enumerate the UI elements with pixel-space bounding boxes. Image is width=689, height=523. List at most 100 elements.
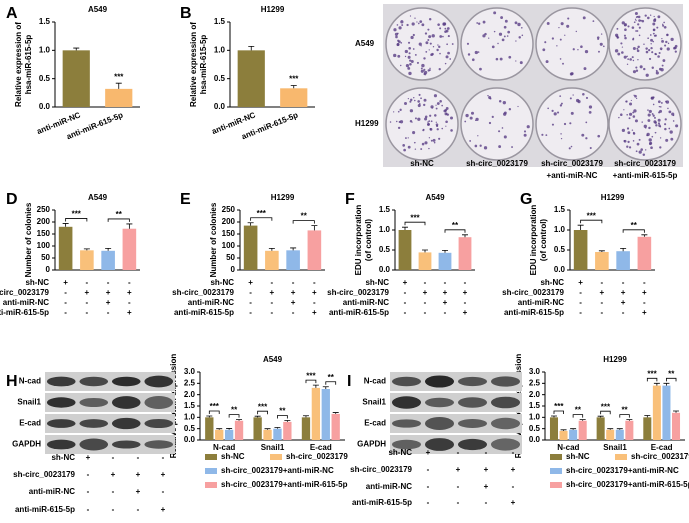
colony: [506, 35, 509, 37]
plate: [460, 7, 534, 81]
colony: [551, 109, 554, 113]
colony: [409, 62, 412, 66]
colony: [410, 98, 413, 102]
condition-mark: +: [484, 482, 489, 491]
condition-mark: +: [312, 308, 317, 317]
error-bar: [663, 382, 670, 386]
condition-mark: -: [512, 448, 515, 457]
colony: [477, 51, 480, 53]
y-tick-label: 2.0: [184, 390, 196, 399]
colony: [661, 39, 664, 43]
colony: [439, 35, 443, 38]
colony: [585, 137, 588, 140]
error-bar: [673, 410, 680, 413]
error-bar: [577, 224, 584, 230]
error-bar: [268, 248, 275, 251]
condition-mark: -: [128, 298, 131, 307]
condition-mark: -: [249, 298, 252, 307]
bar: [578, 420, 587, 440]
error-bar: [653, 382, 660, 386]
colony: [518, 36, 521, 39]
error-bar: [126, 223, 133, 229]
column-label: sh-NC: [410, 159, 434, 168]
colony: [544, 41, 547, 44]
blot-band: [490, 376, 521, 387]
colony: [650, 43, 652, 45]
colony: [660, 102, 663, 104]
colony: [501, 38, 505, 42]
error-bar: [115, 82, 122, 89]
condition-mark: -: [601, 278, 604, 287]
colony: [645, 127, 647, 129]
colony: [501, 127, 504, 129]
legend-swatch: [550, 482, 562, 488]
colony: [638, 138, 641, 141]
blot-band: [144, 396, 174, 409]
y-axis-label: Number of colonies: [209, 202, 218, 277]
condition-label: anti-miR-615-5p: [15, 505, 75, 514]
colony: [643, 124, 647, 129]
colony: [439, 100, 442, 103]
colony: [646, 132, 650, 137]
colony: [632, 38, 635, 41]
condition-mark: +: [426, 448, 431, 457]
significance-bracket: [404, 221, 426, 226]
bar: [273, 428, 282, 440]
colony: [556, 111, 560, 114]
colony: [645, 50, 649, 54]
colony: [662, 59, 666, 62]
colony: [658, 106, 661, 108]
colony: [585, 96, 589, 100]
significance-bracket: [622, 229, 645, 233]
colony: [397, 126, 401, 130]
colony: [523, 130, 527, 133]
colony: [428, 18, 432, 21]
column-label: sh-circ_0023179: [541, 159, 603, 168]
colony: [566, 24, 570, 28]
colony: [647, 16, 650, 20]
error-bar: [73, 47, 80, 51]
colony: [568, 147, 571, 150]
colony: [657, 15, 661, 19]
colony: [433, 94, 438, 98]
condition-mark: -: [162, 453, 165, 462]
y-tick-label: 0.0: [214, 102, 226, 111]
blot-strip: [390, 372, 522, 391]
error-bar: [550, 415, 557, 418]
colony: [588, 110, 592, 114]
condition-mark: +: [463, 308, 468, 317]
condition-label: anti-miR-NC: [366, 482, 412, 491]
colony: [491, 45, 495, 49]
blot-band: [457, 438, 488, 451]
blot-band: [144, 440, 174, 449]
blot-strip: [45, 414, 175, 433]
blot-band: [111, 396, 141, 409]
bar: [237, 50, 265, 107]
colony: [435, 121, 437, 123]
condition-label: sh-circ_0023179: [13, 470, 75, 479]
colony: [634, 94, 637, 98]
colony: [484, 32, 487, 36]
colony: [398, 26, 402, 30]
colony: [542, 48, 546, 52]
colony: [546, 22, 550, 25]
significance-label: **: [231, 406, 238, 415]
colony: [413, 99, 416, 102]
colony: [416, 61, 420, 64]
colony: [654, 116, 656, 119]
condition-label: anti-miR-NC: [518, 298, 564, 307]
colony: [470, 111, 475, 115]
condition-mark: -: [112, 487, 115, 496]
colony: [560, 22, 564, 26]
colony: [633, 94, 635, 96]
blot-band: [46, 419, 76, 428]
colony: [631, 56, 634, 59]
colony: [654, 131, 657, 134]
colony: [396, 120, 398, 123]
condition-mark: -: [457, 482, 460, 491]
colony: [658, 111, 661, 114]
colony: [633, 21, 636, 24]
significance-bracket: [250, 217, 273, 221]
colony: [423, 68, 426, 71]
error-bar: [312, 384, 319, 388]
